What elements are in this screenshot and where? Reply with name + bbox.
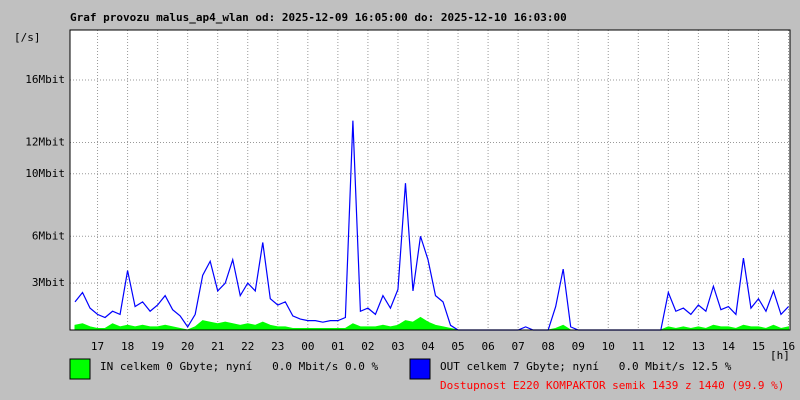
- x-tick-label: 20: [181, 340, 194, 353]
- x-tick-label: 03: [391, 340, 404, 353]
- x-tick-label: 07: [511, 340, 524, 353]
- x-tick-label: 19: [151, 340, 164, 353]
- x-axis-label: [h]: [770, 349, 790, 362]
- legend-swatch: [69, 358, 91, 380]
- x-tick-label: 11: [632, 340, 645, 353]
- legend-label: IN celkem 0 Gbyte; nyní 0.0 Mbit/s 0.0 %: [100, 360, 379, 373]
- x-tick-label: 12: [662, 340, 675, 353]
- x-tick-label: 18: [121, 340, 134, 353]
- x-tick-label: 01: [331, 340, 344, 353]
- x-tick-label: 10: [602, 340, 615, 353]
- x-tick-label: 22: [241, 340, 254, 353]
- x-tick-label: 04: [421, 340, 435, 353]
- x-tick-label: 09: [572, 340, 585, 353]
- x-tick-label: 00: [301, 340, 314, 353]
- x-tick-label: 13: [692, 340, 705, 353]
- legend-label: OUT celkem 7 Gbyte; nyní 0.0 Mbit/s 12.5…: [440, 360, 732, 373]
- y-axis-label: [/s]: [14, 31, 41, 44]
- plot-border: [69, 29, 791, 331]
- x-tick-label: 21: [211, 340, 224, 353]
- y-tick-label: 16Mbit: [25, 73, 65, 86]
- x-tick-label: 06: [481, 340, 494, 353]
- y-tick-label: 12Mbit: [25, 136, 65, 149]
- x-tick-label: 23: [271, 340, 284, 353]
- y-tick-label: 10Mbit: [25, 167, 65, 180]
- x-tick-label: 17: [91, 340, 104, 353]
- chart-title: Graf provozu malus_ap4_wlan od: 2025-12-…: [70, 11, 567, 24]
- x-tick-label: 16: [782, 340, 795, 353]
- x-tick-label: 08: [542, 340, 555, 353]
- x-tick-label: 15: [752, 340, 765, 353]
- out-line: [74, 120, 789, 331]
- legend-swatch: [409, 358, 431, 380]
- footnote: Dostupnost E220 KOMPAKTOR semik 1439 z 1…: [440, 379, 784, 392]
- y-tick-label: 6Mbit: [32, 229, 65, 242]
- plot-area: [70, 30, 790, 330]
- x-tick-label: 05: [451, 340, 464, 353]
- x-tick-label: 14: [722, 340, 736, 353]
- in-area: [74, 316, 789, 331]
- x-tick-label: 02: [361, 340, 374, 353]
- y-tick-label: 3Mbit: [32, 276, 65, 289]
